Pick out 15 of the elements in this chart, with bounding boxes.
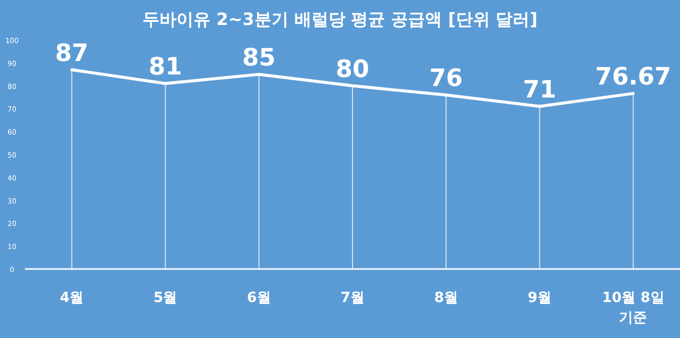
data-label: 76 [429, 64, 463, 92]
x-tick-label: 7월 [340, 290, 364, 306]
data-label: 85 [242, 43, 276, 72]
x-tick-label: 4월 [60, 290, 84, 306]
data-label: 81 [148, 52, 182, 81]
data-label: 76.67 [595, 62, 672, 90]
data-label: 80 [336, 54, 370, 83]
x-tick-label: 10월 8일 기준 [602, 290, 664, 326]
x-tick-label: 8월 [434, 290, 458, 306]
x-tick-label: 5월 [153, 290, 178, 306]
data-label: 71 [522, 75, 556, 104]
chart-title: 두바이유 2~3분기 배럴당 평균 공급액 [단위 달러] [142, 10, 538, 30]
data-label: 87 [55, 38, 88, 67]
x-tick-label: 9월 [528, 290, 552, 306]
x-tick-label: 6월 [247, 290, 271, 306]
